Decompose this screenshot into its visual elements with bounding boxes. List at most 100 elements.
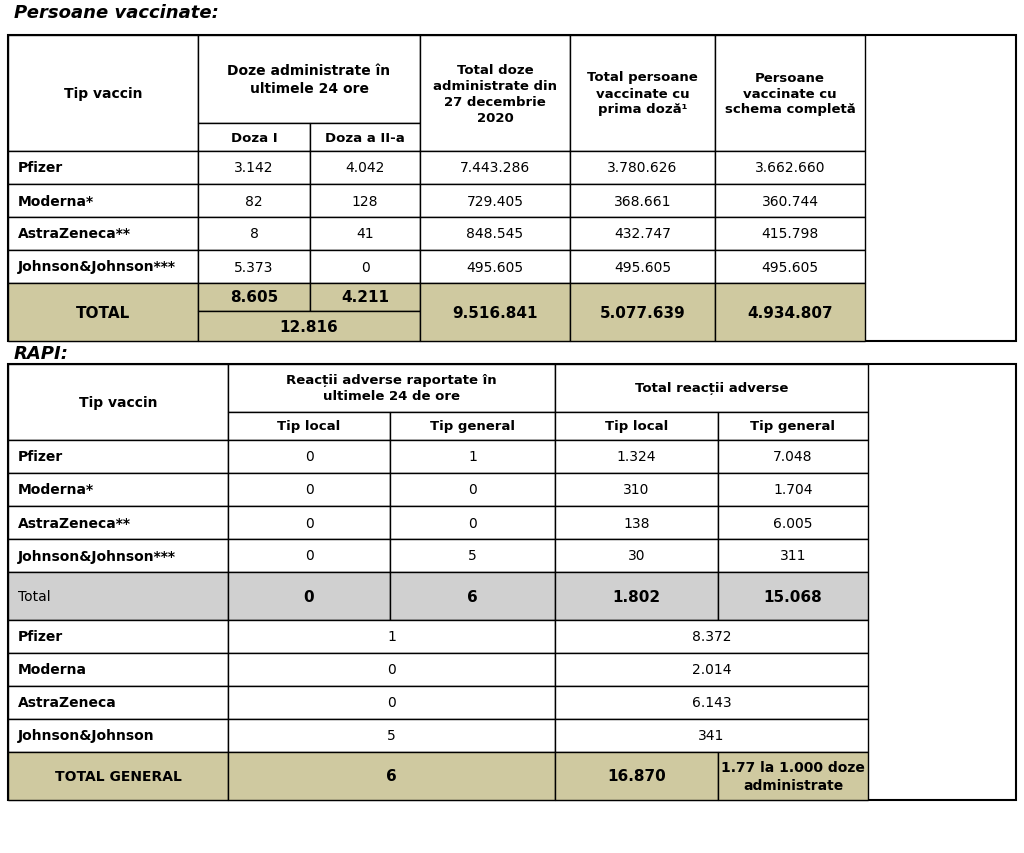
Bar bbox=[555, 719, 868, 752]
Text: 1.77 la 1.000 doze
administrate: 1.77 la 1.000 doze administrate bbox=[721, 761, 865, 792]
Text: 4.211: 4.211 bbox=[341, 290, 389, 305]
Text: 1.802: 1.802 bbox=[612, 589, 660, 604]
Bar bbox=[718, 507, 868, 539]
Text: 3.780.626: 3.780.626 bbox=[607, 161, 678, 176]
Text: RAPI:: RAPI: bbox=[14, 345, 69, 363]
Text: 0: 0 bbox=[304, 450, 313, 464]
Text: Pfizer: Pfizer bbox=[18, 450, 63, 464]
Bar bbox=[8, 572, 228, 620]
Bar bbox=[715, 218, 865, 251]
Text: 30: 30 bbox=[628, 548, 645, 563]
Text: 128: 128 bbox=[352, 194, 378, 208]
Bar bbox=[715, 36, 865, 152]
Text: 1.324: 1.324 bbox=[616, 450, 656, 464]
Text: 341: 341 bbox=[698, 728, 725, 743]
Text: TOTAL GENERAL: TOTAL GENERAL bbox=[54, 769, 181, 783]
Bar bbox=[198, 152, 310, 185]
Bar bbox=[390, 473, 555, 507]
Bar bbox=[718, 752, 868, 800]
Bar bbox=[198, 124, 310, 152]
Bar bbox=[8, 620, 228, 653]
Text: 495.605: 495.605 bbox=[467, 260, 523, 274]
Bar bbox=[390, 440, 555, 473]
Text: 729.405: 729.405 bbox=[467, 194, 523, 208]
Bar bbox=[228, 752, 555, 800]
Text: AstraZeneca**: AstraZeneca** bbox=[18, 516, 131, 530]
Text: 432.747: 432.747 bbox=[614, 227, 671, 241]
Bar bbox=[228, 572, 390, 620]
Bar bbox=[228, 413, 390, 440]
Bar bbox=[420, 152, 570, 185]
Bar bbox=[228, 653, 555, 686]
Bar bbox=[228, 539, 390, 572]
Text: 368.661: 368.661 bbox=[613, 194, 672, 208]
Text: 0: 0 bbox=[304, 548, 313, 563]
Bar bbox=[555, 653, 868, 686]
Bar bbox=[555, 620, 868, 653]
Bar bbox=[310, 284, 420, 311]
Bar bbox=[555, 572, 718, 620]
Text: 0: 0 bbox=[468, 516, 477, 530]
Text: 12.816: 12.816 bbox=[280, 319, 338, 334]
Bar bbox=[570, 218, 715, 251]
Bar bbox=[198, 185, 310, 218]
Text: 0: 0 bbox=[304, 516, 313, 530]
Bar bbox=[198, 218, 310, 251]
Text: Total persoane
vaccinate cu
prima doză¹: Total persoane vaccinate cu prima doză¹ bbox=[587, 72, 698, 116]
Bar bbox=[8, 719, 228, 752]
Text: 415.798: 415.798 bbox=[762, 227, 818, 241]
Bar bbox=[420, 36, 570, 152]
Text: 8: 8 bbox=[250, 227, 258, 241]
Bar bbox=[555, 440, 718, 473]
Bar bbox=[8, 36, 198, 152]
Text: 8.372: 8.372 bbox=[692, 630, 731, 644]
Text: 360.744: 360.744 bbox=[762, 194, 818, 208]
Text: 41: 41 bbox=[356, 227, 374, 241]
Bar bbox=[555, 539, 718, 572]
Bar bbox=[555, 473, 718, 507]
Bar bbox=[555, 413, 718, 440]
Text: 8.605: 8.605 bbox=[229, 290, 279, 305]
Bar bbox=[198, 311, 420, 341]
Bar bbox=[420, 251, 570, 284]
Bar bbox=[420, 218, 570, 251]
Bar bbox=[570, 36, 715, 152]
Text: Tip general: Tip general bbox=[430, 420, 515, 433]
Text: 7.048: 7.048 bbox=[773, 450, 813, 464]
Text: 3.662.660: 3.662.660 bbox=[755, 161, 825, 176]
Text: 1.704: 1.704 bbox=[773, 483, 813, 497]
Text: 495.605: 495.605 bbox=[762, 260, 818, 274]
Text: Tip local: Tip local bbox=[278, 420, 341, 433]
Text: 6: 6 bbox=[386, 769, 397, 784]
Text: Moderna*: Moderna* bbox=[18, 194, 94, 208]
Bar bbox=[390, 413, 555, 440]
Bar bbox=[390, 539, 555, 572]
Text: 1: 1 bbox=[468, 450, 477, 464]
Text: 311: 311 bbox=[779, 548, 806, 563]
Bar bbox=[8, 364, 228, 440]
Text: Tip vaccin: Tip vaccin bbox=[79, 396, 158, 409]
Bar bbox=[715, 284, 865, 341]
Bar bbox=[390, 572, 555, 620]
Text: 0: 0 bbox=[304, 589, 314, 604]
Bar bbox=[228, 364, 555, 413]
Text: Pfizer: Pfizer bbox=[18, 161, 63, 176]
Bar bbox=[8, 218, 198, 251]
Bar bbox=[718, 539, 868, 572]
Text: TOTAL: TOTAL bbox=[76, 305, 130, 320]
Bar bbox=[8, 473, 228, 507]
Text: Johnson&Johnson***: Johnson&Johnson*** bbox=[18, 260, 176, 274]
Text: AstraZeneca: AstraZeneca bbox=[18, 696, 117, 710]
Text: 15.068: 15.068 bbox=[764, 589, 822, 604]
Text: AstraZeneca**: AstraZeneca** bbox=[18, 227, 131, 241]
Text: Johnson&Johnson***: Johnson&Johnson*** bbox=[18, 548, 176, 563]
Text: 0: 0 bbox=[468, 483, 477, 497]
Bar bbox=[228, 473, 390, 507]
Bar bbox=[555, 507, 718, 539]
Bar bbox=[228, 620, 555, 653]
Text: Reacții adverse raportate în
ultimele 24 de ore: Reacții adverse raportate în ultimele 24… bbox=[286, 374, 497, 403]
Text: Tip vaccin: Tip vaccin bbox=[63, 87, 142, 101]
Bar bbox=[570, 284, 715, 341]
Text: Persoane
vaccinate cu
schema completă: Persoane vaccinate cu schema completă bbox=[725, 72, 855, 116]
Bar bbox=[198, 284, 310, 311]
